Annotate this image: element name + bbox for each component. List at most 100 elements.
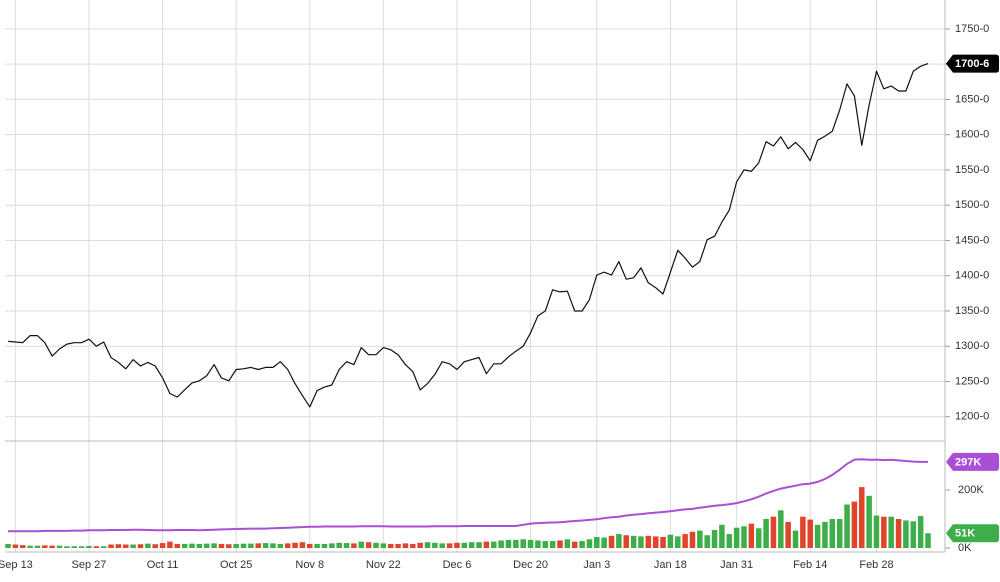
volume-bar bbox=[571, 541, 578, 548]
value-tag bbox=[946, 452, 999, 471]
volume-bar bbox=[461, 542, 468, 548]
volume-bar bbox=[12, 544, 19, 548]
volume-bar bbox=[270, 543, 276, 548]
y-tick-label: 1750-0 bbox=[955, 23, 989, 35]
y-tick-label: 1600-0 bbox=[955, 129, 989, 141]
volume-bar bbox=[616, 534, 622, 548]
volume-bar bbox=[800, 516, 806, 548]
x-tick-label: Sep 13 bbox=[0, 559, 33, 571]
value-tag-label: 51K bbox=[955, 528, 975, 540]
volume-bar bbox=[660, 536, 666, 548]
y-tick-label: 1200-0 bbox=[955, 411, 989, 423]
volume-bar bbox=[579, 541, 585, 548]
volume-bar bbox=[174, 543, 181, 548]
volume-bar bbox=[667, 534, 674, 548]
x-tick-label: Nov 22 bbox=[366, 559, 401, 571]
volume-bar bbox=[380, 543, 387, 548]
volume-bar bbox=[27, 545, 33, 548]
volume-bar bbox=[513, 539, 519, 548]
volume-bar bbox=[741, 526, 747, 548]
x-tick-label: Oct 25 bbox=[220, 559, 252, 571]
x-tick-label: Jan 3 bbox=[583, 559, 610, 571]
volume-bar bbox=[594, 536, 600, 548]
y-tick-label: 0K bbox=[958, 542, 972, 554]
volume-bar bbox=[844, 504, 850, 548]
volume-bar bbox=[925, 533, 931, 548]
y-tick-label: 200K bbox=[958, 484, 984, 496]
volume-bar bbox=[240, 543, 247, 548]
value-tag-label: 297K bbox=[955, 456, 981, 468]
volume-bar bbox=[903, 520, 909, 548]
volume-bar bbox=[329, 543, 335, 548]
volume-bar bbox=[888, 516, 894, 548]
volume-bar bbox=[86, 545, 92, 548]
volume-bar bbox=[56, 545, 63, 548]
volume-bar bbox=[417, 542, 423, 548]
volume-bar bbox=[785, 521, 791, 548]
volume-bar bbox=[704, 535, 710, 548]
volume-bar bbox=[233, 543, 239, 548]
volume-bar bbox=[358, 541, 365, 548]
volume-bar bbox=[601, 537, 607, 548]
volume-bar bbox=[491, 541, 497, 548]
volume-bar bbox=[108, 544, 114, 548]
volume-bar bbox=[284, 543, 291, 548]
volume-bar bbox=[836, 519, 843, 548]
volume-bar bbox=[630, 535, 637, 548]
x-tick-label: Sep 27 bbox=[72, 559, 107, 571]
volume-bar bbox=[181, 543, 188, 548]
volume-bar bbox=[248, 543, 254, 548]
volume-bar bbox=[726, 534, 733, 548]
y-tick-label: 1500-0 bbox=[955, 199, 989, 211]
y-tick-label: 1350-0 bbox=[955, 305, 989, 317]
volume-bar bbox=[211, 543, 217, 548]
value-tag bbox=[946, 524, 999, 543]
volume-bar bbox=[638, 536, 644, 548]
value-tag-label: 1700-6 bbox=[955, 58, 989, 70]
volume-bar bbox=[255, 543, 261, 548]
volume-bar bbox=[64, 546, 70, 548]
price-line bbox=[7, 63, 929, 408]
volume-bar bbox=[763, 519, 769, 548]
volume-bar bbox=[792, 530, 799, 548]
volume-bar bbox=[520, 539, 526, 548]
volume-bar bbox=[814, 524, 821, 548]
volume-bar bbox=[917, 516, 924, 548]
volume-bar bbox=[549, 541, 556, 548]
volume-bar bbox=[881, 516, 887, 548]
volume-bar bbox=[770, 516, 777, 548]
x-tick-label: Oct 11 bbox=[147, 559, 179, 571]
volume-bar bbox=[145, 543, 151, 548]
volume-bar bbox=[859, 487, 865, 548]
volume-bar bbox=[152, 544, 158, 548]
volume-bar bbox=[314, 543, 320, 548]
volume-bar bbox=[218, 543, 225, 548]
volume-bar bbox=[711, 530, 718, 548]
volume-bar bbox=[226, 544, 232, 548]
volume-bar bbox=[446, 543, 453, 548]
x-tick-label: Jan 31 bbox=[720, 559, 753, 571]
volume-average-line bbox=[8, 458, 928, 533]
volume-bar bbox=[873, 515, 880, 548]
volume-bar bbox=[299, 542, 306, 548]
volume-bar bbox=[196, 543, 203, 548]
volume-bar bbox=[167, 541, 173, 548]
volume-bar bbox=[851, 501, 858, 548]
volume-bar bbox=[822, 521, 828, 548]
x-tick-label: Feb 14 bbox=[793, 559, 827, 571]
volume-bar bbox=[336, 542, 342, 548]
volume-bar bbox=[755, 528, 762, 548]
volume-bar bbox=[402, 543, 409, 548]
volume-bar bbox=[719, 524, 725, 548]
volume-bar bbox=[100, 546, 107, 548]
volume-bar bbox=[307, 543, 313, 548]
volume-bar bbox=[34, 545, 41, 548]
volume-bar bbox=[203, 543, 210, 548]
volume-bar bbox=[498, 540, 504, 548]
volume-bar bbox=[115, 544, 122, 548]
volume-bar bbox=[733, 527, 740, 548]
volume-bar bbox=[675, 536, 681, 548]
x-tick-label: Feb 28 bbox=[859, 559, 893, 571]
volume-bar bbox=[652, 536, 659, 548]
